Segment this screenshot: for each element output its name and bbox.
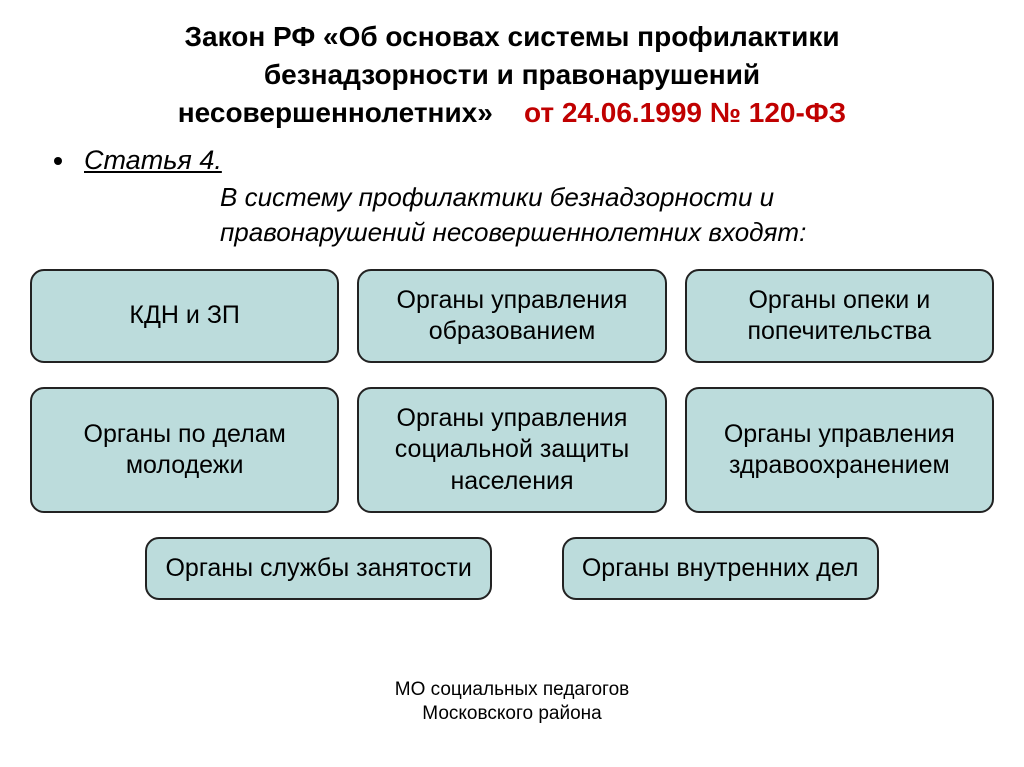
title-line-3-red: от 24.06.1999 № 120-ФЗ — [524, 97, 846, 128]
article-row: Статья 4. — [0, 131, 1024, 176]
footer-line-1: МО социальных педагогов — [0, 678, 1024, 703]
box-youth: Органы по делам молодежи — [30, 387, 339, 513]
boxes-container: КДН и ЗП Органы управления образованием … — [0, 251, 1024, 601]
title-line-2: безнадзорности и правонарушений — [60, 56, 964, 94]
subtitle: В систему профилактики безнадзорности и … — [0, 176, 1024, 250]
article-label: Статья 4. — [84, 143, 222, 176]
box-social-protection: Органы управления социальной защиты насе… — [357, 387, 666, 513]
box-row-2: Органы по делам молодежи Органы управлен… — [30, 387, 994, 513]
box-employment: Органы службы занятости — [145, 537, 491, 600]
bullet-icon — [54, 157, 62, 165]
title-line-3-black: несовершеннолетних» — [178, 97, 493, 128]
footer: МО социальных педагогов Московского райо… — [0, 678, 1024, 727]
box-internal-affairs: Органы внутренних дел — [562, 537, 879, 600]
title-line-3: несовершеннолетних» от 24.06.1999 № 120-… — [60, 94, 964, 132]
box-row-1: КДН и ЗП Органы управления образованием … — [30, 269, 994, 364]
box-healthcare: Органы управления здравоохранением — [685, 387, 994, 513]
box-education: Органы управления образованием — [357, 269, 666, 364]
box-guardianship: Органы опеки и попечительства — [685, 269, 994, 364]
box-row-3: Органы службы занятости Органы внутренни… — [30, 537, 994, 600]
footer-line-2: Московского района — [0, 702, 1024, 727]
box-kdn-zp: КДН и ЗП — [30, 269, 339, 364]
title-line-1: Закон РФ «Об основах системы профилактик… — [60, 18, 964, 56]
slide-title: Закон РФ «Об основах системы профилактик… — [0, 0, 1024, 131]
